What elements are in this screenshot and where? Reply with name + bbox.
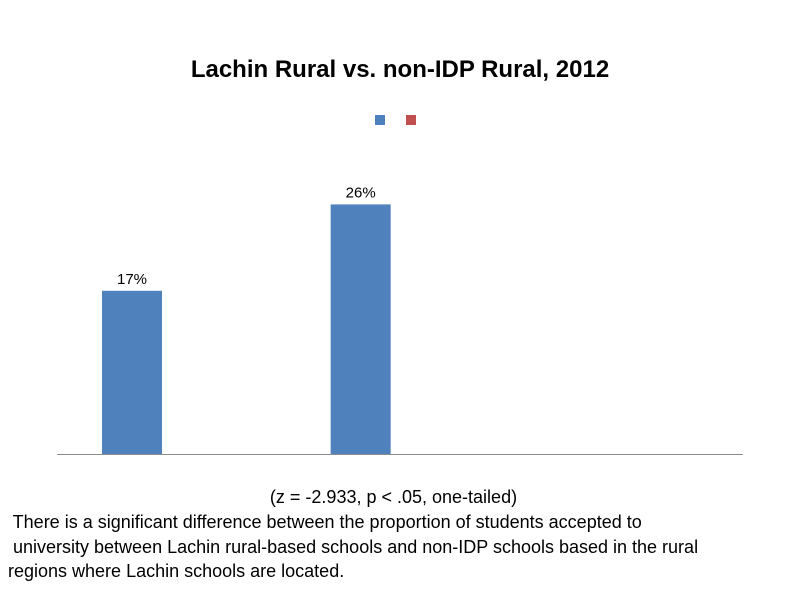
bar-chart: 17% 26% — [57, 115, 743, 455]
conclusion-line-1: There is a significant difference betwee… — [8, 512, 642, 532]
statistic-line: (z = -2.933, p < .05, one-tailed) — [269, 487, 518, 507]
bar-label-2: 26% — [346, 184, 376, 201]
conclusion-text: There is a significant difference betwee… — [8, 510, 788, 584]
conclusion-line-3: regions where Lachin schools are located… — [8, 561, 345, 581]
bar-2 — [330, 204, 391, 454]
bar-label-1: 17% — [117, 271, 147, 288]
conclusion-line-2: university between Lachin rural-based sc… — [8, 536, 699, 557]
legend-swatch-1 — [375, 115, 385, 125]
bar-1 — [102, 290, 162, 454]
chart-title: Lachin Rural vs. non-IDP Rural, 2012 — [190, 56, 610, 83]
legend-swatch-2 — [406, 115, 416, 125]
